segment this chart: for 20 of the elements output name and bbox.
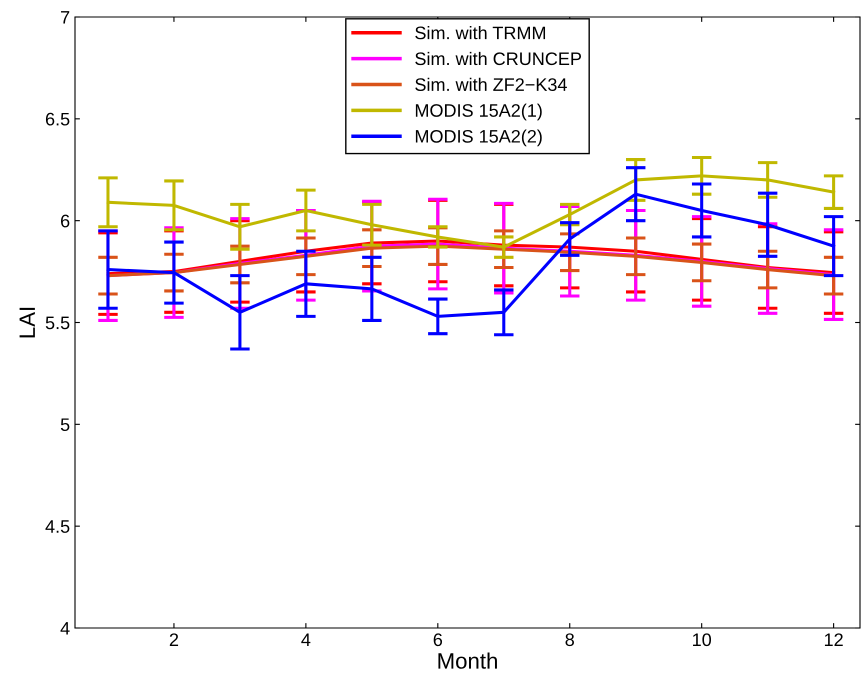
y-tick-label: 5 (60, 418, 70, 432)
y-tick-label: 6.5 (46, 112, 70, 126)
y-tick-label: 4.5 (45, 520, 70, 533)
y-tick-label: 5.5 (46, 316, 70, 330)
legend-label: MODIS 15A2(1) (416, 104, 542, 120)
x-tick-label: 2 (170, 633, 178, 646)
y-tick-label: 4 (60, 622, 70, 635)
legend-label: Sim. with TRMM (415, 26, 546, 40)
x-tick-label: 4 (301, 634, 310, 646)
y-axis-title: LAI (20, 308, 35, 338)
legend-label: Sim. with ZF2−K34 (415, 78, 567, 92)
legend-label: MODIS 15A2(2) (416, 129, 542, 146)
x-tick-label: 8 (566, 633, 574, 646)
y-tick-label: 7 (61, 11, 70, 24)
x-axis-title: Month (438, 652, 497, 669)
legend-label: Sim. with CRUNCEP (415, 52, 582, 66)
y-tick-label: 6 (61, 214, 70, 228)
x-tick-label: 6 (434, 633, 442, 646)
x-tick-label: 12 (824, 633, 843, 646)
x-tick-label: 10 (693, 633, 712, 646)
